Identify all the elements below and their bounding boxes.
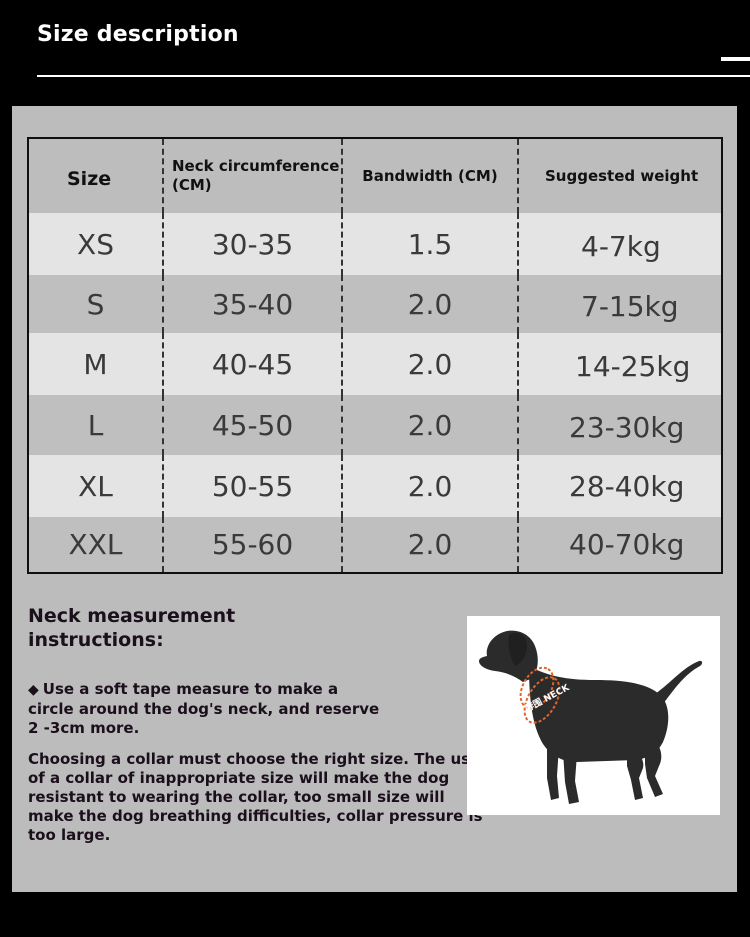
size-cell: L bbox=[29, 395, 164, 455]
size-cell: XL bbox=[29, 455, 164, 517]
column-header-size: Size bbox=[29, 139, 164, 213]
table-row: L 45-50 2.0 23-30kg bbox=[29, 395, 721, 455]
size-cell: M bbox=[29, 333, 164, 395]
header-accent-mark bbox=[721, 57, 750, 61]
size-cell: XXL bbox=[29, 517, 164, 572]
table-row: XL 50-55 2.0 28-40kg bbox=[29, 455, 721, 517]
neck-cell: 50-55 bbox=[164, 455, 343, 517]
weight-cell: 14-25kg bbox=[575, 349, 691, 383]
instruction-paragraph: Choosing a collar must choose the right … bbox=[28, 750, 483, 844]
weight-cell: 23-30kg bbox=[569, 410, 685, 444]
neck-cell: 35-40 bbox=[164, 275, 343, 333]
weight-cell: 28-40kg bbox=[569, 469, 685, 503]
neck-cell: 45-50 bbox=[164, 395, 343, 455]
bandwidth-cell: 2.0 bbox=[343, 455, 519, 517]
instruction-bullet: ◆ Use a soft tape measure to make a circl… bbox=[28, 680, 388, 738]
bandwidth-cell: 2.0 bbox=[343, 275, 519, 333]
dog-illustration: 脖围 NECK bbox=[467, 616, 720, 815]
bandwidth-cell: 2.0 bbox=[343, 517, 519, 572]
content-panel: Size Neck circumference (CM) Bandwidth (… bbox=[12, 106, 737, 892]
size-cell: XS bbox=[29, 213, 164, 275]
column-header-weight: Suggested weight bbox=[545, 167, 699, 185]
table-row: M 40-45 2.0 14-25kg bbox=[29, 333, 721, 395]
bandwidth-cell: 2.0 bbox=[343, 333, 519, 395]
column-header-bandwidth: Bandwidth (CM) bbox=[343, 139, 519, 213]
bandwidth-cell: 2.0 bbox=[343, 395, 519, 455]
weight-cell: 40-70kg bbox=[569, 528, 685, 561]
table-row: S 35-40 2.0 7-15kg bbox=[29, 275, 721, 333]
diamond-icon: ◆ bbox=[28, 682, 39, 698]
dog-icon: 脖围 NECK bbox=[479, 630, 703, 804]
size-cell: S bbox=[29, 275, 164, 333]
neck-cell: 55-60 bbox=[164, 517, 343, 572]
header-divider bbox=[37, 75, 750, 77]
weight-cell: 4-7kg bbox=[581, 229, 661, 263]
bandwidth-cell: 1.5 bbox=[343, 213, 519, 275]
instructions-title: Neck measurement instructions: bbox=[28, 605, 236, 651]
table-header-row: Size Neck circumference (CM) Bandwidth (… bbox=[29, 139, 721, 213]
table-row: XS 30-35 1.5 4-7kg bbox=[29, 213, 721, 275]
column-header-neck: Neck circumference (CM) bbox=[164, 139, 343, 213]
page-title: Size description bbox=[37, 22, 239, 47]
instruction-bullet-text: Use a soft tape measure to make a circle… bbox=[28, 680, 380, 737]
neck-cell: 40-45 bbox=[164, 333, 343, 395]
weight-cell: 7-15kg bbox=[581, 289, 679, 323]
neck-cell: 30-35 bbox=[164, 213, 343, 275]
size-table: Size Neck circumference (CM) Bandwidth (… bbox=[27, 137, 723, 574]
table-row: XXL 55-60 2.0 40-70kg bbox=[29, 517, 721, 572]
